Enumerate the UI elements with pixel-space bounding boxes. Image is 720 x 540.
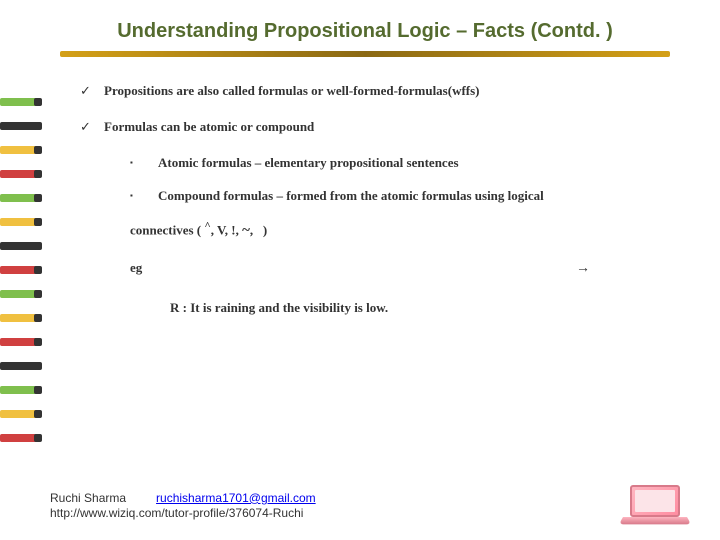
footer: Ruchi Sharma ruchisharma1701@gmail.com h… [50,491,316,522]
example-text: R : It is raining and the visibility is … [170,299,670,317]
check-icon: ✓ [80,82,104,100]
square-icon: ▪ [130,187,158,205]
connectives-prefix: connectives ( [130,222,204,237]
bullet-2: ✓ Formulas can be atomic or compound [80,118,670,136]
side-decoration [0,90,40,450]
sub-bullet-2-text: Compound formulas – formed from the atom… [158,187,544,205]
sub-bullet-1: ▪ Atomic formulas – elementary propositi… [130,154,670,172]
connectives-line: connectives ( ^, V, !, ~, ) [130,219,670,241]
footer-url[interactable]: http://www.wiziq.com/tutor-profile/37607… [50,506,303,520]
footer-email[interactable]: ruchisharma1701@gmail.com [156,491,316,505]
slide-title: Understanding Propositional Logic – Fact… [60,20,670,43]
arrow-icon: → [576,259,590,279]
sub-bullet-1-text: Atomic formulas – elementary proposition… [158,154,459,172]
divider-line [60,51,670,57]
bullet-1-text: Propositions are also called formulas or… [104,82,480,100]
eg-label: eg [130,260,142,275]
sub-bullet-2: ▪ Compound formulas – formed from the at… [130,187,670,205]
square-icon: ▪ [130,154,158,172]
bullet-1: ✓ Propositions are also called formulas … [80,82,670,100]
laptop-icon [620,485,690,530]
sub-bullet-list: ▪ Atomic formulas – elementary propositi… [130,154,670,204]
content-area: ✓ Propositions are also called formulas … [80,82,670,317]
footer-name: Ruchi Sharma [50,491,126,505]
bullet-2-text: Formulas can be atomic or compound [104,118,314,136]
eg-line: eg → [130,259,670,277]
check-icon: ✓ [80,118,104,136]
